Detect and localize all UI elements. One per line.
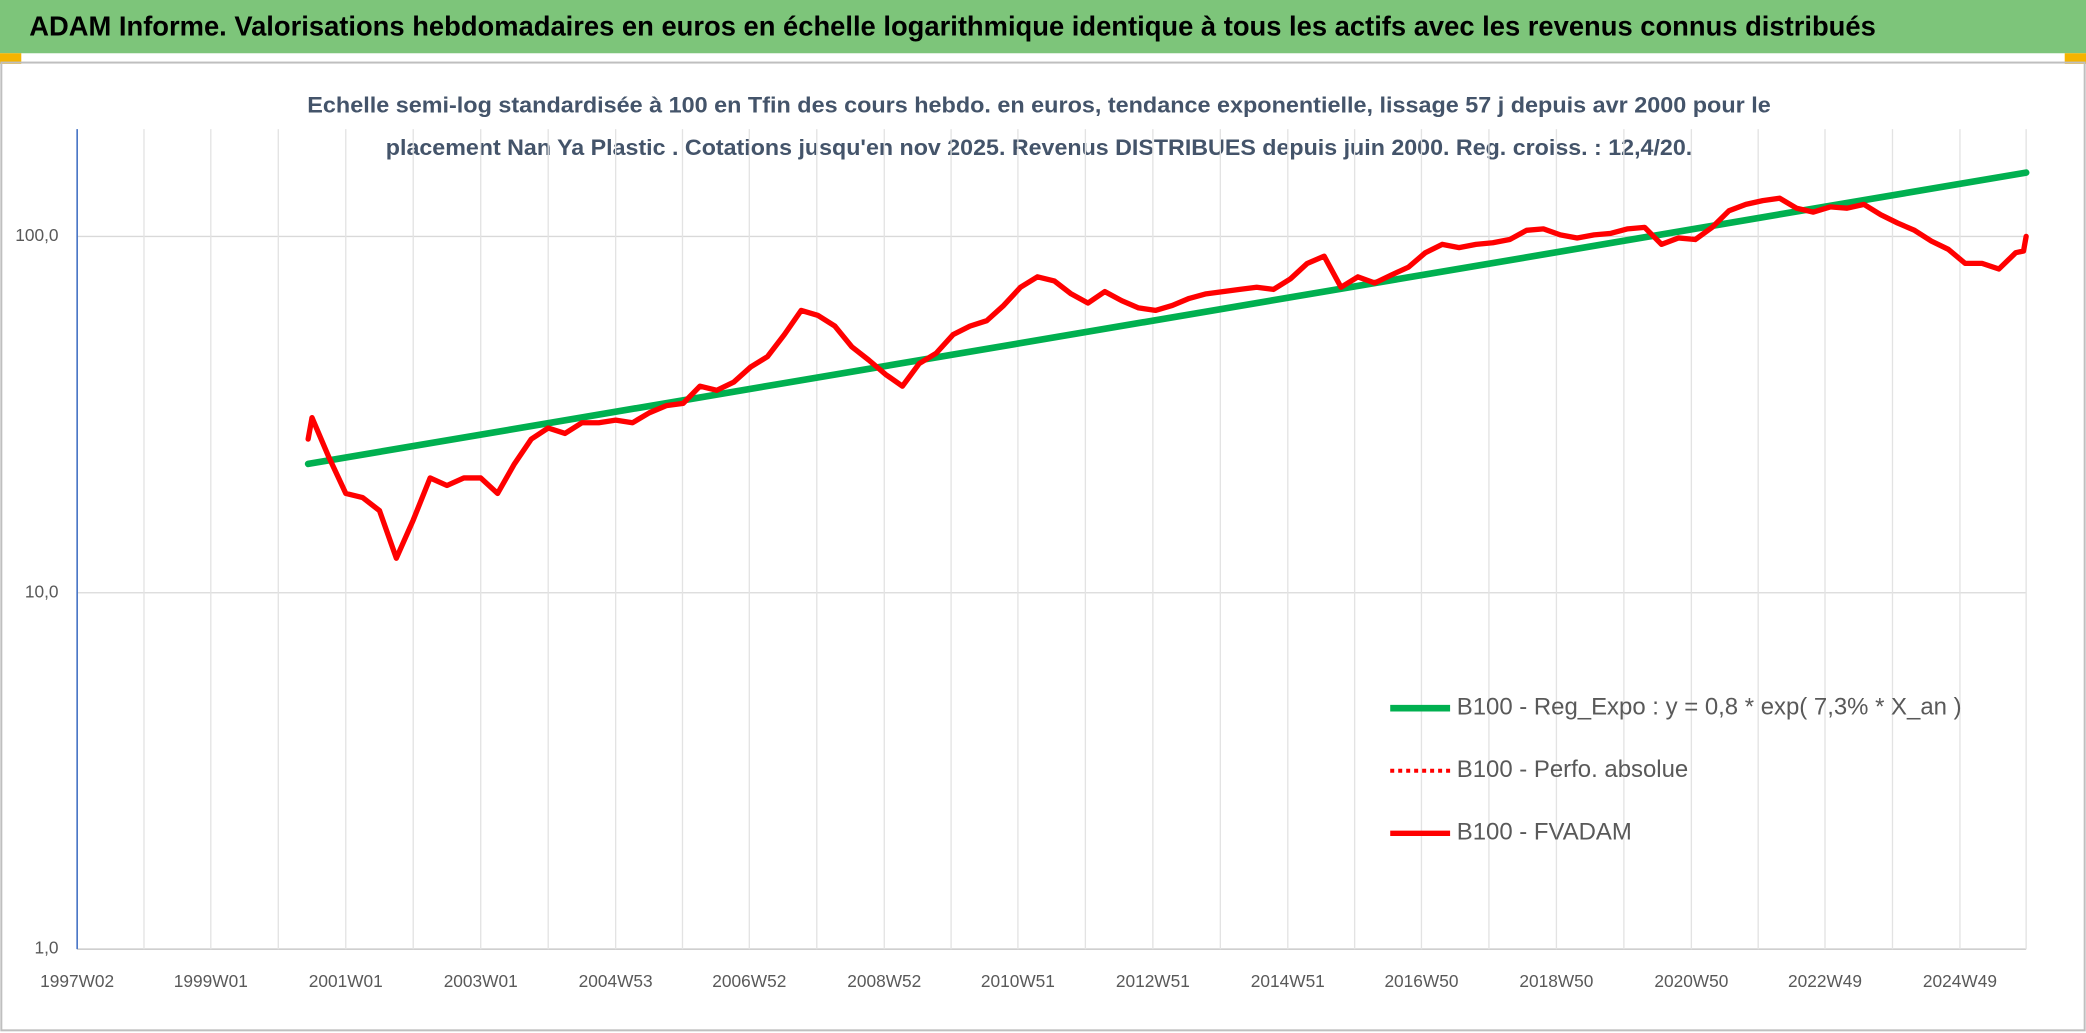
y-tick-label: 10,0 xyxy=(25,581,59,601)
x-tick-label: 2006W52 xyxy=(712,971,786,991)
plot xyxy=(304,169,2030,561)
legend-label: B100 - FVADAM xyxy=(1457,819,1632,846)
x-tick-label: 1997W02 xyxy=(40,971,114,991)
legend: B100 - Reg_Expo : y = 0,8 * exp( 7,3% * … xyxy=(1390,694,1962,846)
x-tick-label: 2012W51 xyxy=(1116,971,1190,991)
legend-label: B100 - Reg_Expo : y = 0,8 * exp( 7,3% * … xyxy=(1457,694,1962,721)
corner-mark xyxy=(0,53,22,64)
series-line xyxy=(305,195,2029,561)
legend-label: B100 - Perfo. absolue xyxy=(1457,756,1688,783)
header-band xyxy=(0,0,2086,54)
x-tick-label: 2010W51 xyxy=(981,971,1055,991)
x-tick-label: 2016W50 xyxy=(1384,971,1458,991)
x-tick-label: 2001W01 xyxy=(309,971,383,991)
x-tick-label: 2004W53 xyxy=(579,971,653,991)
y-tick-label: 100,0 xyxy=(15,225,58,245)
y-tick-label: 1,0 xyxy=(34,938,58,958)
x-tick-label: 2020W50 xyxy=(1654,971,1728,991)
chart-title: ADAM Informe. Valorisations hebdomadaire… xyxy=(29,10,1876,41)
corner-mark xyxy=(2064,53,2086,64)
x-tick-label: 1999W01 xyxy=(174,971,248,991)
chart-frame xyxy=(0,61,2086,1032)
chart-subtitle: Echelle semi-log standardisée à 100 en T… xyxy=(307,92,1770,117)
grid: 1,0 10,0 100,0 1997W02 1999W01 2001W01 2003W01… xyxy=(15,129,2027,991)
x-tick-label: 2022W49 xyxy=(1788,971,1862,991)
chart-subtitle: placement Nan Ya Plastic . Cotations jus… xyxy=(386,135,1692,160)
x-tick-label: 2018W50 xyxy=(1519,971,1593,991)
x-tick-label: 2003W01 xyxy=(444,971,518,991)
x-tick-label: 2014W51 xyxy=(1251,971,1325,991)
x-tick-label: 2024W49 xyxy=(1923,971,1997,991)
x-tick-label: 2008W52 xyxy=(847,971,921,991)
series-line xyxy=(304,169,2030,468)
